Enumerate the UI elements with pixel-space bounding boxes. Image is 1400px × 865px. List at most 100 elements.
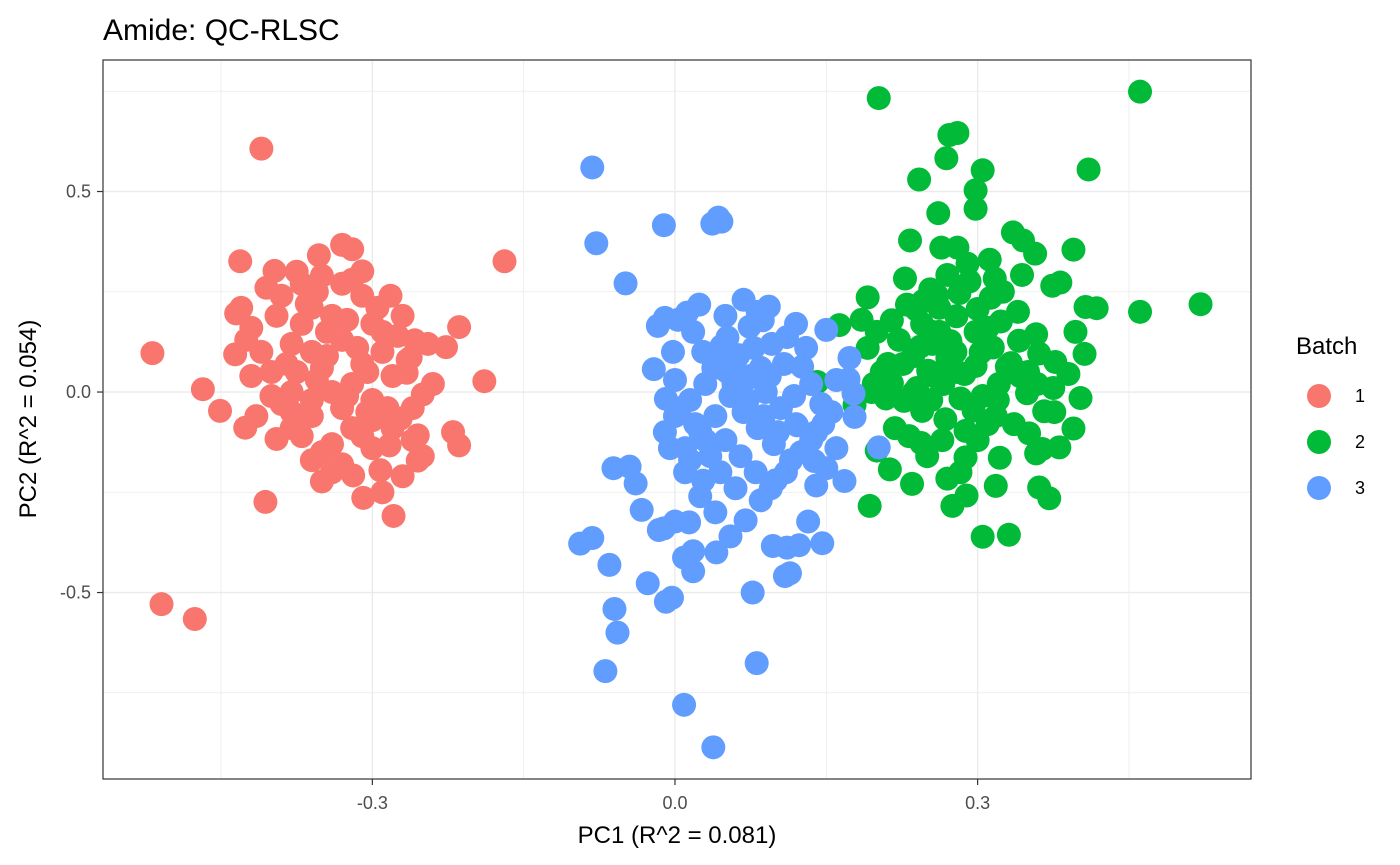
data-point: [718, 524, 743, 549]
data-point: [254, 275, 279, 300]
data-point: [895, 292, 920, 317]
data-point: [919, 388, 944, 413]
data-point: [1076, 157, 1101, 182]
data-point: [1016, 359, 1041, 384]
data-point: [987, 445, 1012, 470]
legend-key: [1307, 476, 1331, 500]
legend-items: 1 2 3: [1307, 384, 1365, 500]
data-point: [306, 243, 331, 268]
data-point: [709, 209, 734, 234]
data-point: [1037, 486, 1062, 511]
data-point: [864, 319, 889, 344]
x-tick-label: 0.3: [965, 793, 990, 813]
data-point: [741, 335, 766, 360]
data-point: [140, 341, 165, 366]
data-point: [715, 359, 740, 384]
data-point: [253, 489, 278, 514]
data-point: [355, 400, 380, 425]
data-point: [898, 228, 923, 253]
data-point: [970, 524, 995, 549]
data-point: [907, 167, 932, 192]
data-point: [1068, 386, 1093, 411]
data-point: [149, 592, 174, 617]
data-point: [289, 311, 314, 336]
data-point: [771, 351, 796, 376]
data-point: [375, 396, 400, 421]
data-point: [789, 440, 814, 465]
data-point: [784, 412, 809, 437]
data-point: [996, 522, 1021, 547]
data-point: [983, 473, 1008, 498]
legend-item: 2: [1307, 430, 1365, 454]
data-point: [381, 503, 406, 528]
data-point: [990, 279, 1015, 304]
data-point: [415, 331, 440, 356]
data-point: [651, 213, 676, 238]
data-point: [703, 404, 728, 429]
data-point: [380, 416, 405, 441]
data-point: [713, 303, 738, 328]
series-batch-3: [568, 155, 891, 760]
data-point: [304, 279, 329, 304]
data-point: [335, 307, 360, 332]
data-point: [340, 267, 365, 292]
data-point: [385, 323, 410, 348]
data-point: [875, 351, 900, 376]
data-point: [635, 571, 660, 596]
data-point: [677, 510, 702, 535]
data-point: [832, 469, 857, 494]
data-point: [660, 339, 685, 364]
data-point: [937, 122, 962, 147]
data-point: [733, 508, 758, 533]
data-point: [447, 315, 472, 340]
data-point: [701, 735, 726, 760]
data-point: [228, 249, 253, 274]
data-point: [955, 251, 980, 276]
data-point: [704, 540, 729, 565]
data-point: [1041, 376, 1066, 401]
data-point: [368, 458, 393, 483]
data-point: [441, 420, 466, 445]
data-point: [985, 388, 1010, 413]
data-point: [1027, 341, 1052, 366]
y-tick-label: 0.0: [66, 382, 91, 402]
data-point: [1072, 341, 1097, 366]
data-point: [629, 497, 654, 522]
legend-label: 3: [1355, 478, 1365, 498]
data-point: [980, 335, 1005, 360]
data-point: [390, 464, 415, 489]
y-tick-label: 0.5: [66, 182, 91, 202]
data-point: [954, 483, 979, 508]
data-point: [319, 380, 344, 405]
data-point: [713, 428, 738, 453]
data-point: [229, 295, 254, 320]
data-point: [234, 327, 259, 352]
legend: Batch 1 2 3: [1296, 333, 1365, 500]
data-point: [934, 146, 959, 171]
data-point: [809, 392, 834, 417]
data-point: [879, 371, 904, 396]
data-point: [925, 365, 950, 390]
data-point: [824, 368, 849, 393]
data-point: [1042, 400, 1067, 425]
data-point: [279, 416, 304, 441]
data-point: [688, 484, 713, 509]
data-point: [910, 311, 935, 336]
data-point: [672, 692, 697, 717]
data-point: [662, 368, 687, 393]
data-point: [810, 531, 835, 556]
data-point: [945, 359, 970, 384]
data-point: [687, 292, 712, 317]
data-point: [948, 460, 973, 485]
data-point: [897, 424, 922, 449]
x-tick-label: -0.3: [357, 793, 388, 813]
data-point: [433, 335, 458, 360]
data-point: [299, 388, 324, 413]
data-point: [1040, 273, 1065, 298]
data-point: [472, 369, 497, 394]
data-point: [744, 651, 769, 676]
data-point: [743, 460, 768, 485]
data-point: [355, 359, 380, 384]
data-point: [920, 331, 945, 356]
data-point: [1023, 241, 1048, 266]
